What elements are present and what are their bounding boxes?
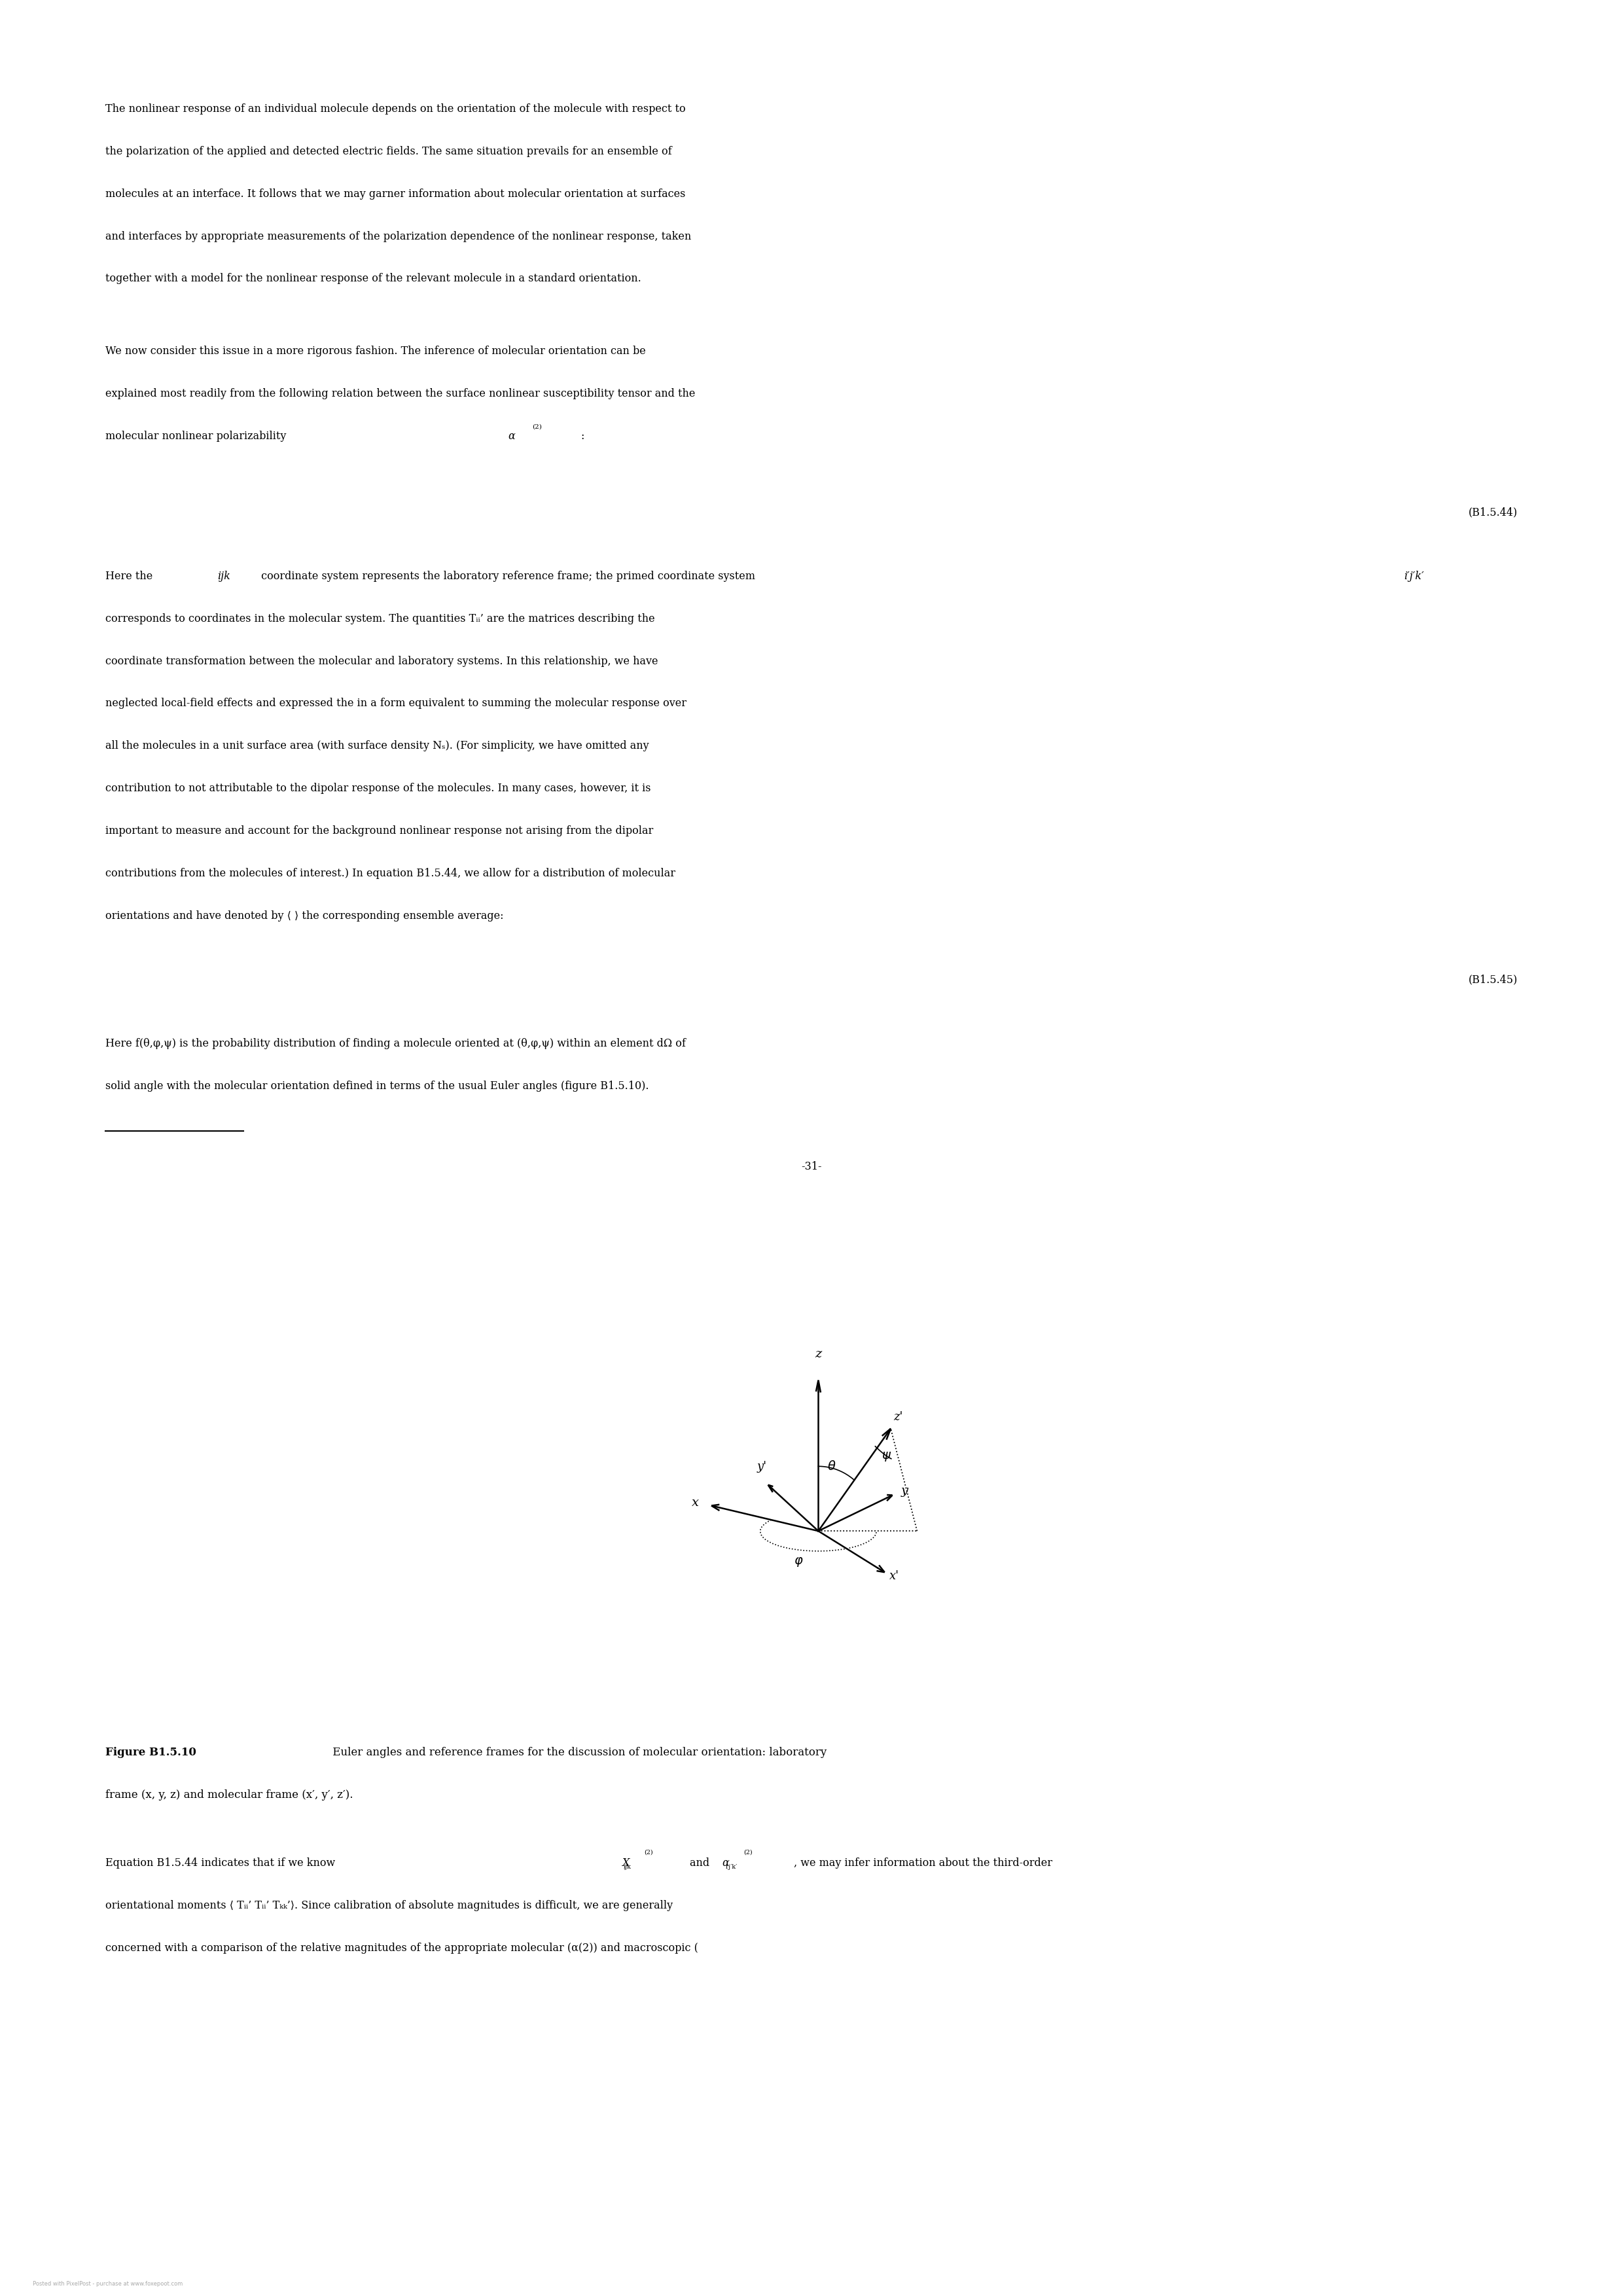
- Text: corresponds to coordinates in the molecular system. The quantities Tᵢᵢ’ are the : corresponds to coordinates in the molecu…: [105, 613, 656, 625]
- Text: coordinate system represents the laboratory reference frame; the primed coordina: coordinate system represents the laborat…: [258, 569, 760, 581]
- Text: the polarization of the applied and detected electric fields. The same situation: the polarization of the applied and dete…: [105, 145, 672, 156]
- Text: all the molecules in a unit surface area (with surface density Nₛ). (For simplic: all the molecules in a unit surface area…: [105, 739, 649, 751]
- Text: contributions from the molecules of interest.) In equation B1.5.44, we allow for: contributions from the molecules of inte…: [105, 868, 675, 879]
- Text: i′j′k′: i′j′k′: [1404, 569, 1423, 581]
- Text: (2): (2): [644, 1848, 652, 1855]
- Text: :: :: [581, 429, 584, 441]
- Text: coordinate transformation between the molecular and laboratory systems. In this : coordinate transformation between the mo…: [105, 654, 659, 666]
- Text: and: and: [690, 1857, 712, 1869]
- Text: (2): (2): [743, 1848, 751, 1855]
- Text: concerned with a comparison of the relative magnitudes of the appropriate molecu: concerned with a comparison of the relat…: [105, 1942, 698, 1954]
- Text: orientational moments ⟨ Tᵢᵢ’ Tᵢᵢ’ Tₖₖ’⟩. Since calibration of absolute magnitude: orientational moments ⟨ Tᵢᵢ’ Tᵢᵢ’ Tₖₖ’⟩.…: [105, 1899, 674, 1910]
- Text: important to measure and account for the background nonlinear response not arisi: important to measure and account for the…: [105, 824, 654, 836]
- Text: Figure B1.5.10: Figure B1.5.10: [105, 1747, 196, 1759]
- Text: frame (x, y, z) and molecular frame (x′, y′, z′).: frame (x, y, z) and molecular frame (x′,…: [105, 1789, 354, 1800]
- Text: neglected local-field effects and expressed the in a form equivalent to summing : neglected local-field effects and expres…: [105, 698, 687, 709]
- Text: and interfaces by appropriate measurements of the polarization dependence of the: and interfaces by appropriate measuremen…: [105, 230, 691, 241]
- Text: , we may infer information about the third-order: , we may infer information about the thi…: [794, 1857, 1052, 1869]
- Text: Χ: Χ: [622, 1857, 630, 1869]
- Text: contribution to not attributable to the dipolar response of the molecules. In ma: contribution to not attributable to the …: [105, 783, 651, 794]
- Text: Euler angles and reference frames for the discussion of molecular orientation: l: Euler angles and reference frames for th…: [329, 1747, 828, 1759]
- Text: ijk: ijk: [217, 569, 230, 581]
- Text: (B1.5.44): (B1.5.44): [1469, 507, 1518, 519]
- Text: The nonlinear response of an individual molecule depends on the orientation of t: The nonlinear response of an individual …: [105, 103, 687, 115]
- Text: ijk: ijk: [623, 1864, 631, 1871]
- Text: molecular nonlinear polarizability: molecular nonlinear polarizability: [105, 429, 291, 441]
- Text: Posted with PixelPost - purchase at www.foxepoot.com: Posted with PixelPost - purchase at www.…: [32, 2280, 182, 2287]
- Text: explained most readily from the following relation between the surface nonlinear: explained most readily from the followin…: [105, 388, 695, 400]
- Text: (B1.5.45): (B1.5.45): [1469, 974, 1518, 985]
- Text: orientations and have denoted by ⟨ ⟩ the corresponding ensemble average:: orientations and have denoted by ⟨ ⟩ the…: [105, 909, 503, 921]
- Text: (2): (2): [532, 422, 542, 429]
- Text: molecules at an interface. It follows that we may garner information about molec: molecules at an interface. It follows th…: [105, 188, 685, 200]
- Text: We now consider this issue in a more rigorous fashion. The inference of molecula: We now consider this issue in a more rig…: [105, 344, 646, 356]
- Text: solid angle with the molecular orientation defined in terms of the usual Euler a: solid angle with the molecular orientati…: [105, 1079, 649, 1091]
- Text: Here f(θ,φ,ψ) is the probability distribution of finding a molecule oriented at : Here f(θ,φ,ψ) is the probability distrib…: [105, 1038, 687, 1049]
- Text: -31-: -31-: [802, 1162, 821, 1171]
- Text: Equation B1.5.44 indicates that if we know: Equation B1.5.44 indicates that if we kn…: [105, 1857, 339, 1869]
- Text: α: α: [722, 1857, 729, 1869]
- Text: together with a model for the nonlinear response of the relevant molecule in a s: together with a model for the nonlinear …: [105, 273, 641, 285]
- Text: i′j′k′: i′j′k′: [725, 1864, 737, 1871]
- Text: Here the: Here the: [105, 569, 156, 581]
- Text: α: α: [508, 429, 514, 441]
